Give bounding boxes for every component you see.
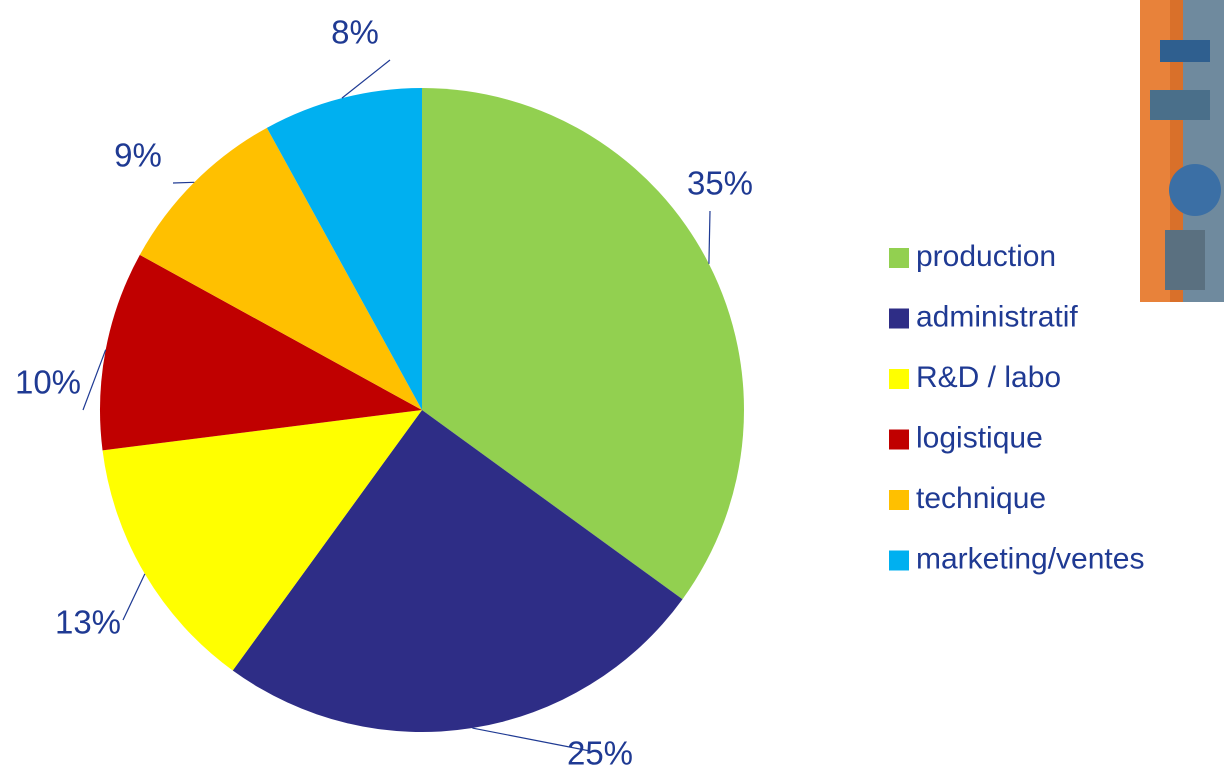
legend-swatch [889, 490, 909, 510]
leader-line [172, 181, 195, 184]
data-label: 25% [567, 735, 633, 772]
leader-line [472, 727, 591, 752]
legend-label: technique [916, 482, 1046, 515]
pie-slice [102, 410, 422, 671]
photo [1140, 0, 1224, 302]
data-label: 9% [114, 137, 162, 174]
data-label: 35% [687, 165, 753, 202]
legend-label: logistique [916, 421, 1043, 454]
legend-swatch [889, 550, 909, 571]
legend-swatch [889, 308, 909, 329]
legend-label: administratif [916, 300, 1078, 333]
leader-line [122, 573, 146, 621]
legend-swatch [889, 429, 909, 450]
leader-line [82, 349, 107, 411]
legend-swatch [889, 369, 909, 389]
legend-label: marketing/ventes [916, 542, 1144, 575]
leader-line [708, 210, 711, 264]
leader-line [341, 59, 391, 99]
pie-slice [422, 88, 744, 600]
data-label: 10% [15, 364, 81, 401]
legend-label: production [916, 240, 1056, 273]
pie-slice [100, 254, 422, 451]
pie-slice [139, 127, 422, 410]
data-label: 8% [331, 14, 379, 51]
legend-label: R&D / labo [916, 361, 1061, 394]
legend-swatch [889, 248, 909, 268]
pie-slice [232, 410, 683, 732]
data-label: 13% [55, 604, 121, 641]
pie-slice [266, 88, 422, 410]
